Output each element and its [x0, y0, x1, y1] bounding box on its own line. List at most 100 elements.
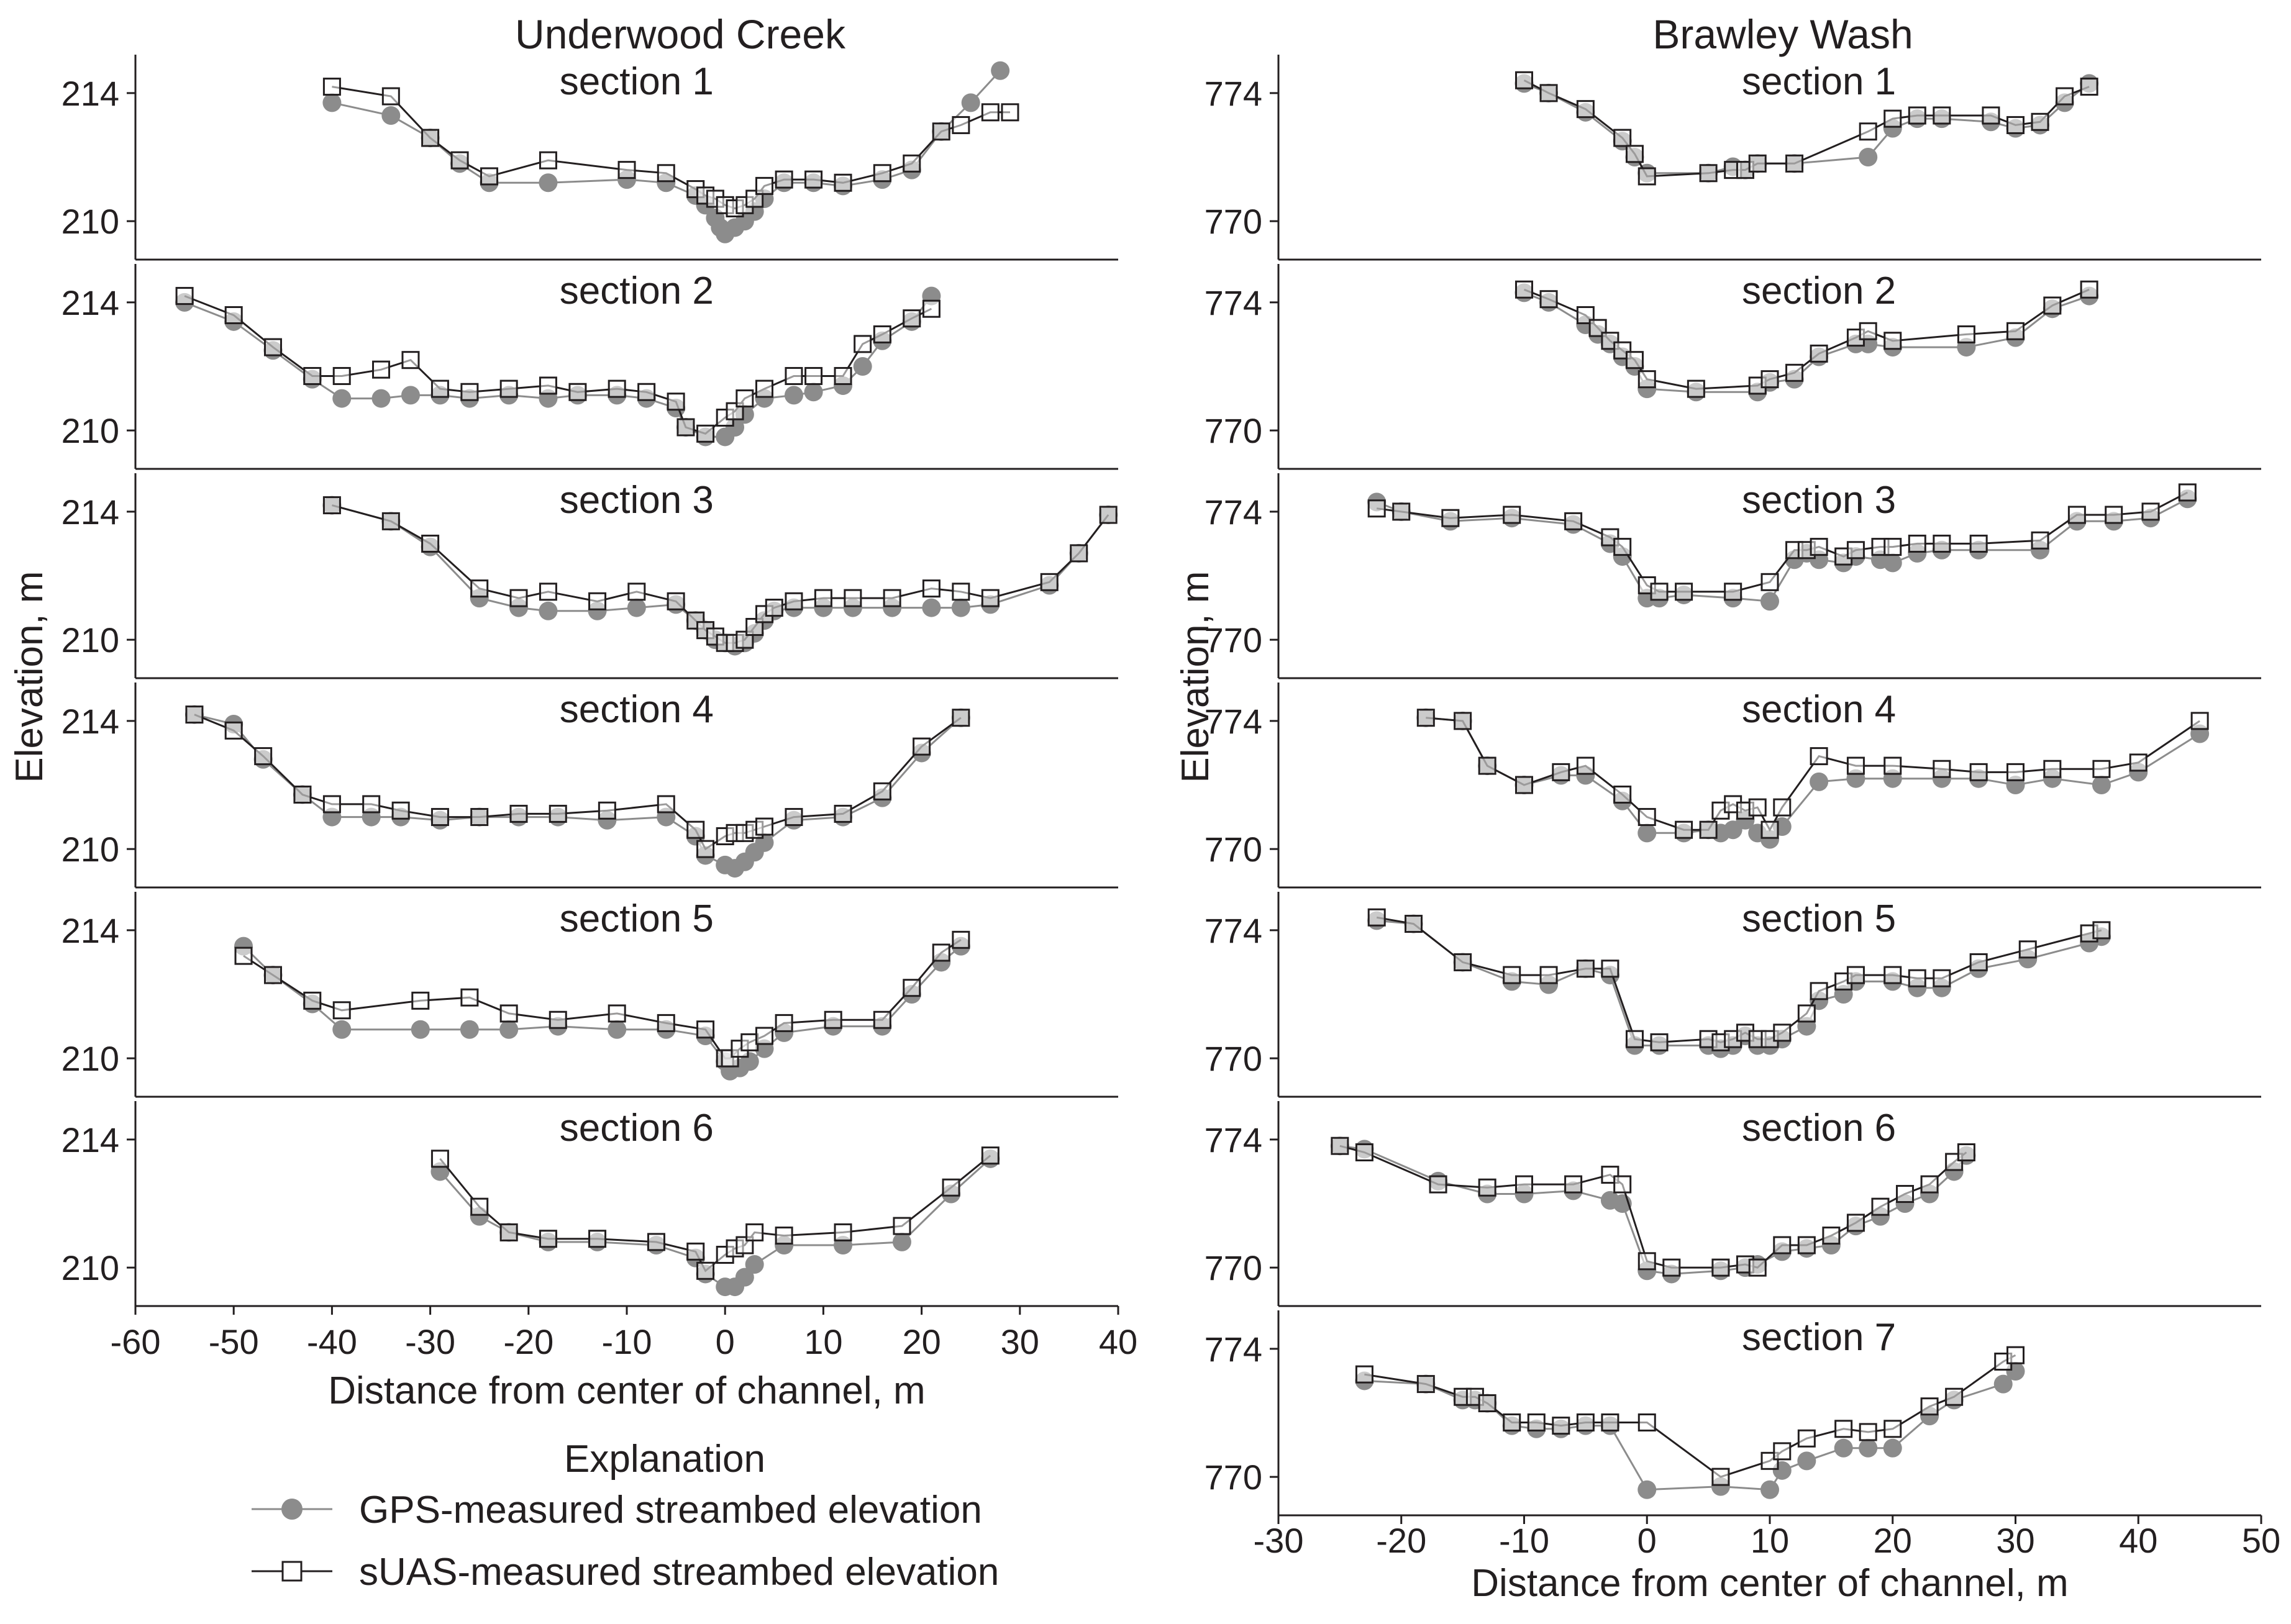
suas-point [1662, 1258, 1681, 1277]
suas-point [657, 1014, 675, 1032]
suas-point [1773, 1236, 1792, 1254]
legend-suas-marker [281, 1561, 303, 1582]
suas-point [1625, 145, 1644, 163]
suas-point [1945, 1387, 1964, 1406]
suas-point [1846, 1213, 1865, 1232]
suas-point [588, 1230, 607, 1248]
suas-point [1040, 573, 1059, 591]
x-tick-label: -60 [111, 1322, 161, 1361]
suas-point [1515, 71, 1533, 89]
suas-point [657, 164, 675, 183]
suas-point [2031, 112, 2049, 131]
suas-point [1637, 808, 1656, 827]
suas-point [952, 930, 970, 949]
suas-point [1552, 1417, 1570, 1435]
suas-point [254, 747, 273, 766]
suas-point [1405, 915, 1423, 933]
y-tick-label: 214 [61, 74, 119, 113]
gps-point [1859, 1438, 1878, 1458]
suas-point [430, 808, 449, 827]
y-tick-label: 774 [1205, 283, 1262, 322]
suas-point [1625, 1030, 1644, 1048]
suas-point [539, 583, 557, 601]
suas-point [2006, 763, 2025, 781]
suas-point [499, 1004, 518, 1023]
suas-point [372, 360, 390, 379]
suas-point [1957, 1143, 1975, 1161]
underwood-section-3-panel: 210 214 section 3 [61, 473, 1118, 679]
y-tick-label: 770 [1205, 1458, 1262, 1497]
suas-point [1527, 1413, 1546, 1431]
y-tick-label: 770 [1205, 830, 1262, 869]
y-tick-label: 774 [1205, 74, 1262, 113]
suas-point [2190, 712, 2209, 730]
suas-point [1576, 306, 1595, 324]
suas-series-line [1339, 1145, 1967, 1269]
suas-point [873, 325, 891, 343]
suas-point [1601, 1413, 1619, 1431]
suas-point [1933, 760, 1951, 778]
x-tick-label: 20 [902, 1322, 941, 1361]
gps-point [1834, 1438, 1853, 1458]
underwood-x-axis-label: Distance from center of channel, m [328, 1369, 925, 1412]
suas-point [1478, 1394, 1496, 1413]
suas-point [1883, 966, 1902, 984]
suas-point [1099, 506, 1118, 524]
suas-point [1908, 969, 1926, 987]
underwood-section-2-panel: 210 214 section 2 [61, 264, 1118, 470]
suas-series-line [1364, 1354, 2016, 1478]
suas-point [1625, 351, 1644, 370]
suas-point [1503, 966, 1521, 984]
suas-point [932, 943, 950, 962]
suas-point [1846, 966, 1865, 984]
y-tick-label: 210 [61, 1248, 119, 1287]
suas-point [1331, 1136, 1349, 1155]
suas-point [942, 1178, 960, 1197]
suas-series-line [439, 1154, 991, 1272]
suas-point [430, 1150, 449, 1168]
underwood-section-6-panel: 210 214 section 6 [61, 1101, 1118, 1307]
suas-point [765, 599, 783, 617]
suas-point [1920, 1175, 1939, 1194]
gps-series-line [1339, 1145, 1967, 1275]
gps-series-line [242, 945, 962, 1073]
suas-point [509, 804, 528, 823]
legend-gps-marker [281, 1499, 303, 1520]
suas-point [1478, 756, 1496, 775]
suas-point [1515, 1175, 1533, 1194]
suas-point [1810, 344, 1828, 363]
suas-point [1810, 747, 1828, 766]
suas-point [2129, 753, 2148, 772]
gps-point [401, 386, 420, 405]
suas-point [470, 808, 489, 827]
gps-point [1797, 1451, 1816, 1471]
suas-point [1539, 290, 1558, 309]
suas-series-line [184, 295, 932, 435]
suas-point [1454, 953, 1472, 971]
suas-point [1070, 544, 1088, 563]
section-label: section 3 [1742, 479, 1896, 522]
suas-point [2006, 1346, 2025, 1364]
suas-point [608, 1004, 626, 1023]
brawley-section-7-panel: 770 774 section 7 [1205, 1310, 2261, 1517]
suas-point [1908, 534, 1926, 553]
suas-point [2105, 506, 2123, 524]
suas-point [1613, 538, 1632, 556]
suas-point [647, 1233, 665, 1251]
suas-point [903, 309, 921, 328]
x-tick-label: 10 [1751, 1521, 1789, 1560]
suas-point [1416, 709, 1435, 727]
suas-point [2092, 760, 2111, 778]
suas-point [922, 579, 941, 598]
suas-point [1957, 325, 1975, 343]
suas-point [1871, 1197, 1890, 1216]
suas-point [1637, 1252, 1656, 1271]
suas-point [1969, 953, 1988, 971]
suas-point [1601, 528, 1619, 547]
section-label: section 2 [1742, 270, 1896, 312]
section-label: section 4 [1742, 688, 1896, 731]
suas-series-line [332, 504, 1109, 644]
y-tick-label: 214 [61, 492, 119, 532]
suas-point [873, 164, 891, 183]
suas-point [1650, 1033, 1669, 1051]
